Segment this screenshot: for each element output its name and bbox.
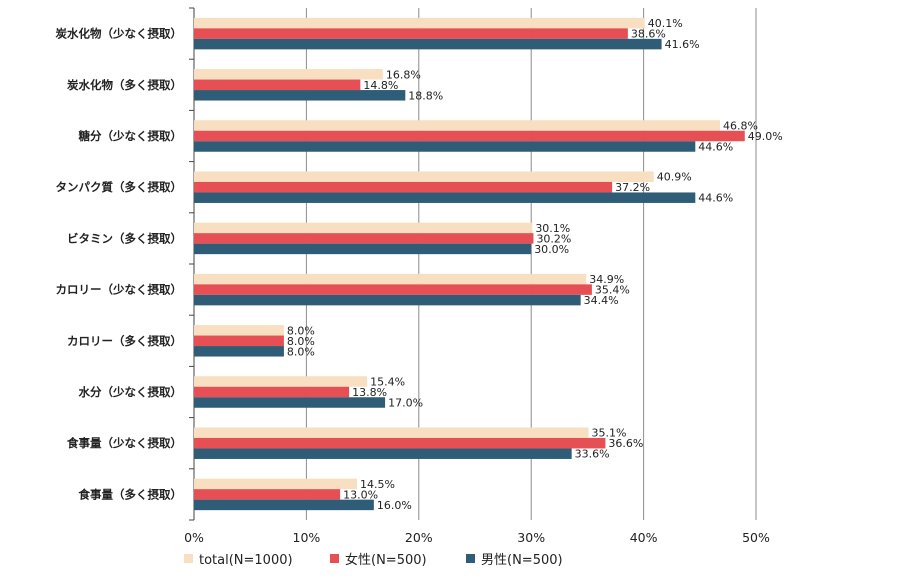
bar: [194, 448, 572, 459]
bar: [194, 284, 592, 295]
data-label: 13.0%: [343, 488, 378, 501]
bar: [194, 79, 361, 91]
x-tick-label: 40%: [630, 530, 658, 545]
bar: [194, 489, 341, 500]
legend-label: total(N=1000): [199, 553, 293, 568]
bar: [194, 376, 368, 387]
bar: [194, 171, 654, 182]
category-label: タンパク質（多く摂取）: [56, 180, 183, 194]
data-label: 8.0%: [287, 324, 315, 337]
data-label: 37.2%: [615, 181, 650, 194]
bar: [194, 69, 383, 80]
legend-item: total(N=1000): [184, 553, 293, 568]
bar: [194, 38, 662, 50]
category-label: 炭水化物（多く摂取）: [67, 78, 182, 92]
data-label: 18.8%: [408, 89, 443, 102]
bar: [194, 130, 745, 142]
bar: [194, 273, 587, 285]
bar: [194, 17, 645, 29]
x-tick-label: 50%: [742, 530, 770, 545]
data-label: 16.8%: [386, 68, 421, 81]
data-label: 36.6%: [608, 437, 643, 450]
category-label: ビタミン（多く摂取）: [67, 231, 182, 245]
category-label: カロリー（少なく摂取）: [56, 283, 183, 297]
data-label: 17.0%: [388, 397, 423, 410]
legend-swatch: [184, 554, 193, 563]
data-label: 46.8%: [723, 120, 758, 133]
data-label: 30.0%: [534, 243, 569, 256]
bar: [194, 28, 628, 39]
data-label: 44.6%: [698, 141, 733, 154]
legend-label: 女性(N=500): [345, 552, 427, 568]
legend-swatch: [330, 554, 339, 563]
x-tick-label: 10%: [293, 530, 321, 545]
data-label: 33.6%: [575, 448, 610, 461]
data-label: 13.8%: [352, 386, 387, 399]
bar: [194, 90, 406, 101]
legend: total(N=1000) 女性(N=500) 男性(N=500): [184, 552, 563, 568]
category-label: 糖分（少なく摂取）: [79, 129, 183, 143]
bar: [194, 181, 613, 193]
category-label: 食事量（少なく摂取）: [67, 436, 182, 450]
bar: [194, 397, 386, 408]
data-label: 40.1%: [648, 17, 683, 30]
bar: [194, 335, 284, 347]
legend-label: 男性(N=500): [481, 553, 563, 568]
bar: [194, 346, 284, 357]
bar: [194, 222, 533, 234]
category-label: カロリー（多く摂取）: [67, 334, 182, 348]
data-label: 16.0%: [377, 499, 412, 512]
data-label: 41.6%: [665, 38, 700, 51]
legend-item: 男性(N=500): [466, 553, 563, 568]
legend-swatch: [466, 554, 475, 563]
category-label: 炭水化物（少なく摂取）: [56, 27, 183, 41]
data-label: 38.6%: [631, 28, 666, 41]
legend-item: 女性(N=500): [330, 552, 427, 568]
category-label: 食事量（多く摂取）: [79, 487, 183, 501]
bar: [194, 243, 532, 255]
bar: [194, 478, 357, 490]
bar: [194, 499, 374, 511]
bar: [194, 325, 284, 336]
category-label: 水分（少なく摂取）: [79, 385, 183, 399]
data-label: 8.0%: [287, 345, 315, 358]
data-label: 15.4%: [370, 376, 405, 389]
data-label: 49.0%: [748, 130, 783, 143]
data-label: 35.1%: [592, 427, 627, 440]
data-label: 34.9%: [589, 273, 624, 286]
bar: [194, 233, 534, 244]
data-label: 30.1%: [535, 222, 570, 235]
data-label: 14.8%: [363, 79, 398, 92]
bar: [194, 386, 350, 398]
data-label: 40.9%: [657, 171, 692, 184]
bar: [194, 294, 581, 306]
data-label: 35.4%: [595, 284, 630, 297]
x-tick-label: 30%: [517, 530, 545, 545]
bar: [194, 427, 589, 438]
data-label: 14.5%: [360, 478, 395, 491]
x-tick-label: 20%: [405, 530, 433, 545]
data-label: 34.4%: [584, 294, 619, 307]
bar: [194, 141, 696, 152]
data-label: 8.0%: [287, 335, 315, 348]
data-label: 44.6%: [698, 192, 733, 205]
data-label: 30.2%: [536, 232, 571, 245]
bar: [194, 192, 696, 203]
bar: [194, 437, 606, 449]
bar: [194, 120, 721, 131]
x-tick-label: 0%: [184, 530, 204, 545]
